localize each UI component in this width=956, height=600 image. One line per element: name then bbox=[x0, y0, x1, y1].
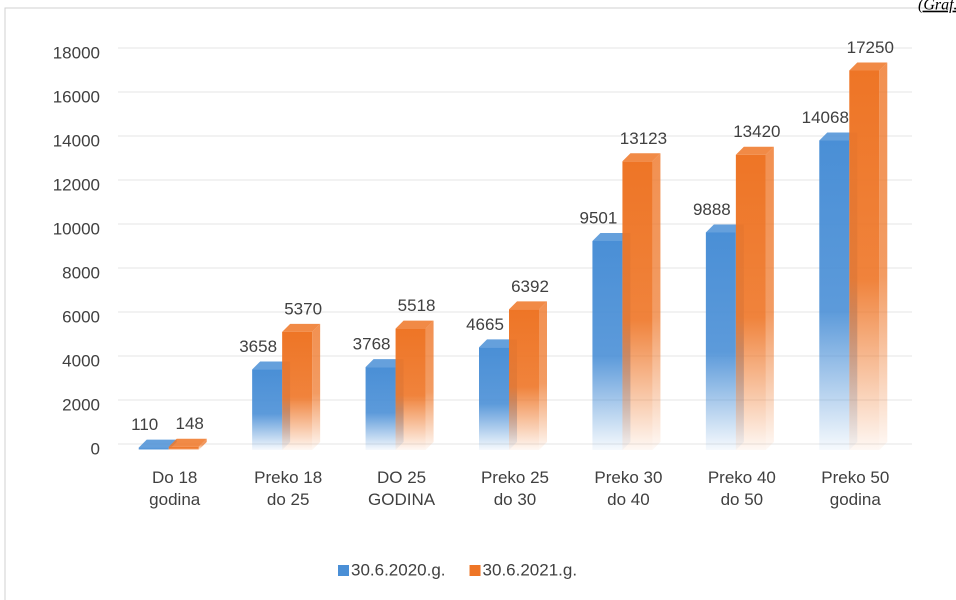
bar-front bbox=[365, 367, 396, 450]
bar bbox=[365, 359, 404, 450]
y-tick-label: 4000 bbox=[62, 351, 100, 370]
bar-top bbox=[168, 438, 207, 447]
bar-side bbox=[879, 62, 888, 450]
y-tick-label: 16000 bbox=[53, 87, 100, 106]
data-label: 3658 bbox=[239, 337, 277, 356]
bar-front bbox=[592, 240, 623, 450]
data-label: 148 bbox=[176, 414, 204, 433]
x-tick-label: Preko 18 do 25 bbox=[254, 468, 322, 509]
bar-side bbox=[312, 323, 321, 450]
data-label: 3768 bbox=[353, 335, 391, 354]
y-tick-label: 14000 bbox=[53, 131, 100, 150]
bar bbox=[735, 146, 774, 450]
y-tick-label: 18000 bbox=[53, 43, 100, 62]
bar-side bbox=[539, 301, 547, 450]
data-label: 6392 bbox=[511, 277, 549, 296]
data-label: 13420 bbox=[733, 122, 780, 141]
y-tick-label: 0 bbox=[91, 439, 100, 458]
bar-front bbox=[622, 161, 653, 450]
bar-front bbox=[705, 232, 736, 450]
y-tick-label: 2000 bbox=[62, 395, 100, 414]
bar-top bbox=[479, 339, 517, 348]
y-tick-label: 8000 bbox=[62, 263, 100, 282]
legend-label: 30.6.2021.g. bbox=[483, 560, 578, 579]
bar-top bbox=[705, 224, 744, 233]
bar-top bbox=[849, 62, 888, 71]
bar-top bbox=[282, 323, 321, 332]
bar-top bbox=[735, 146, 774, 155]
x-tick-label: Preko 50 godina bbox=[821, 468, 889, 509]
bar bbox=[282, 323, 321, 450]
data-label: 4665 bbox=[466, 315, 504, 334]
data-label: 5370 bbox=[284, 299, 322, 318]
bar-top bbox=[592, 232, 631, 241]
y-tick-label: 10000 bbox=[53, 219, 100, 238]
bar-front bbox=[849, 70, 880, 450]
bar-front bbox=[509, 309, 539, 450]
y-tick-label: 6000 bbox=[62, 307, 100, 326]
bar bbox=[509, 301, 547, 450]
x-tick-label: Preko 40 do 50 bbox=[708, 468, 776, 509]
bar-top bbox=[509, 301, 547, 310]
x-tick-label: Preko 25 do 30 bbox=[481, 468, 549, 509]
x-tick-label: DO 25 GODINA bbox=[368, 468, 436, 509]
data-label: 9888 bbox=[693, 200, 731, 219]
chart-border bbox=[4, 7, 956, 600]
x-tick-label: Do 18 godina bbox=[149, 468, 201, 509]
bar-front bbox=[168, 446, 199, 450]
legend-swatch bbox=[469, 565, 481, 576]
bar-top bbox=[395, 320, 434, 329]
bar-front bbox=[735, 154, 766, 450]
bar bbox=[849, 62, 888, 450]
data-label: 13123 bbox=[620, 129, 667, 148]
bar-side bbox=[198, 438, 207, 450]
legend-swatch bbox=[338, 565, 349, 576]
bar-top bbox=[819, 132, 858, 141]
bar-front bbox=[282, 331, 313, 450]
bar-top bbox=[622, 153, 661, 162]
data-label: 9501 bbox=[580, 208, 618, 227]
data-label: 17250 bbox=[847, 38, 894, 57]
bar-top bbox=[365, 359, 404, 368]
bar-side bbox=[425, 320, 434, 450]
bar-side bbox=[765, 146, 774, 450]
bar-front bbox=[395, 328, 426, 450]
y-tick-label: 12000 bbox=[53, 175, 100, 194]
x-tick-label: Preko 30 do 40 bbox=[594, 468, 662, 509]
bar bbox=[168, 438, 207, 450]
legend-label: 30.6.2020.g. bbox=[351, 560, 446, 579]
data-label: 5518 bbox=[398, 296, 436, 315]
data-label: 14068 bbox=[802, 108, 849, 127]
bar-front bbox=[819, 140, 850, 450]
bar bbox=[395, 320, 434, 450]
bar-top bbox=[252, 361, 291, 370]
bar-front bbox=[479, 347, 509, 450]
bar-top bbox=[138, 439, 177, 448]
bar-side bbox=[652, 153, 661, 450]
corner-note: (Graf. bbox=[918, 0, 956, 14]
bar-front bbox=[138, 447, 169, 450]
data-label: 110 bbox=[131, 415, 158, 434]
bar bbox=[622, 153, 661, 450]
bar-front bbox=[252, 369, 283, 450]
